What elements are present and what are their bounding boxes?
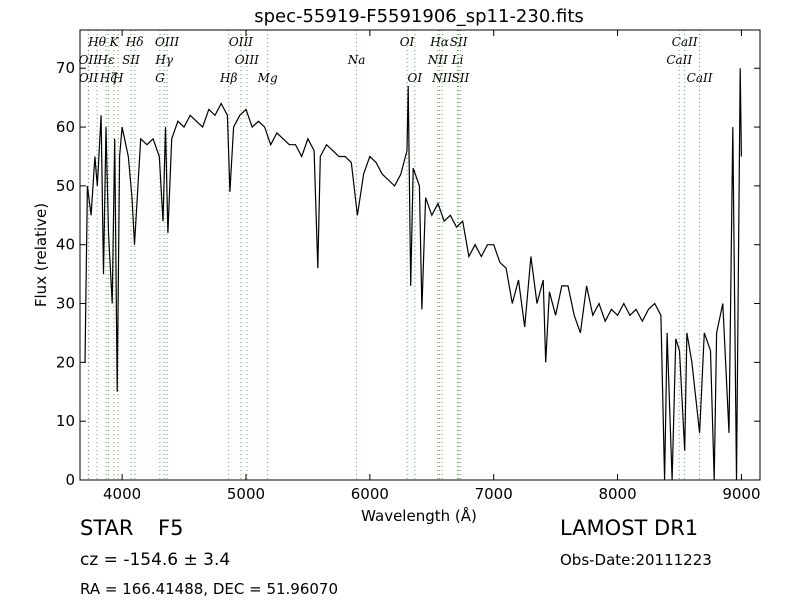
plot-frame [79,29,761,481]
chart-title: spec-55919-F5591906_sp11-230.fits [254,6,584,27]
line-label: Na [347,53,366,67]
y-tick-label: 30 [56,295,75,313]
line-label: NII [427,53,448,67]
y-tick-label: 10 [56,412,75,430]
y-tick-label: 0 [65,471,75,489]
x-tick-label: 9000 [722,485,760,503]
line-label: OII [79,53,99,67]
redshift: cz = -154.6 ± 3.4 [80,550,230,570]
survey: LAMOST DR1 [560,516,698,540]
x-tick-label: 5000 [227,485,265,503]
y-tick-label: 40 [56,236,75,254]
line-label: OI [400,35,415,49]
x-axis-label: Wavelength (Å) [361,506,477,525]
line-label: Li [451,53,464,67]
line-label: Hζ [99,71,118,85]
line-label: SII [452,71,470,85]
y-tick-label: 70 [56,59,75,77]
line-label: OII [79,71,99,85]
line-label: OIII [155,35,179,49]
line-label: K [108,35,119,49]
line-label: Hα [429,35,449,49]
line-label: H [112,71,124,85]
line-label: CaII [666,53,692,67]
y-tick-label: 60 [56,118,75,136]
line-label: OIII [235,53,259,67]
x-tick-label: 6000 [351,485,389,503]
x-tick-label: 4000 [103,485,141,503]
x-tick-label: 7000 [475,485,513,503]
line-label: Hγ [154,53,173,67]
y-axis-label: Flux (relative) [32,203,50,307]
line-label: Hβ [219,71,237,85]
line-label: SII [450,35,468,49]
line-label: G [155,71,165,85]
x-tick-label: 8000 [598,485,636,503]
line-label: Hθ [87,35,106,49]
subclass: F5 [158,516,183,540]
line-label: SII [122,53,140,67]
line-label: Hε [97,53,115,67]
line-label: Hδ [125,35,144,49]
class: STAR [80,516,133,540]
line-label: Mg [257,71,278,85]
line-label: OIII [229,35,253,49]
line-label: OI [408,71,423,85]
line-label: CaII [687,71,713,85]
coords: RA = 166.41488, DEC = 51.96070 [80,580,338,598]
line-label: NII [431,71,452,85]
y-tick-label: 50 [56,177,75,195]
obs-date: Obs-Date:20111223 [560,551,712,569]
line-label: CaII [672,35,698,49]
y-tick-label: 20 [56,353,75,371]
spectrum [84,68,742,481]
